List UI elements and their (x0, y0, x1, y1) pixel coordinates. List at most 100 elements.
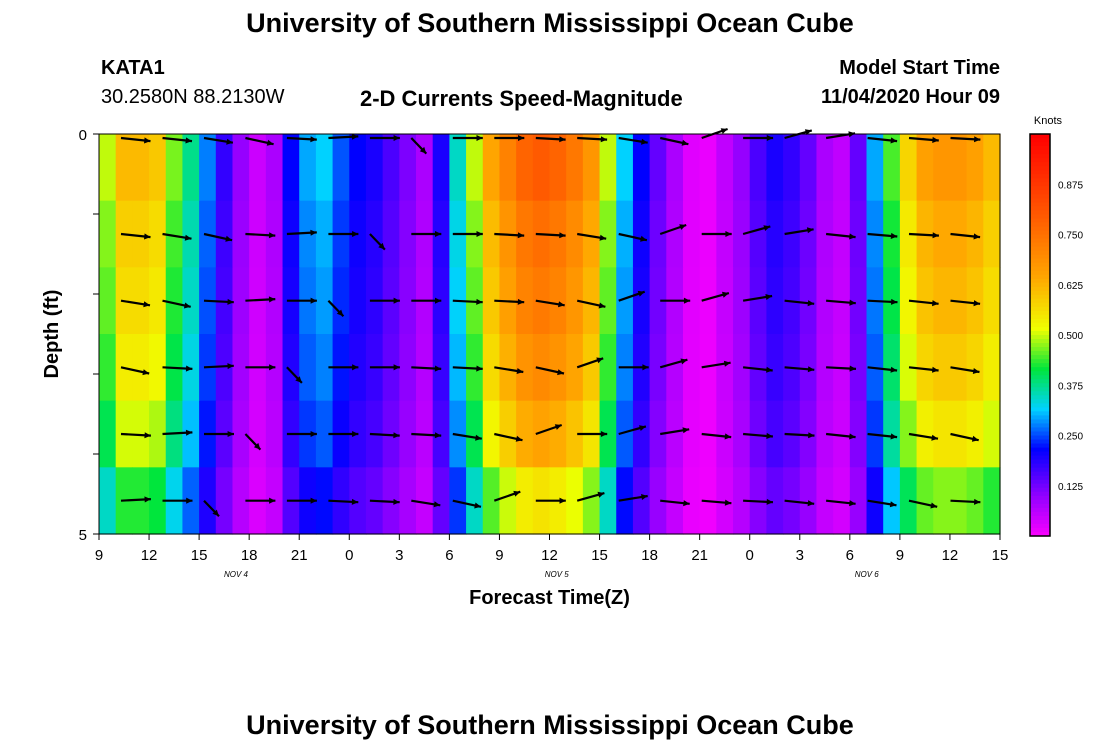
colorbar-segment (1030, 170, 1050, 175)
current-arrow-head (725, 231, 732, 237)
heatmap-cell (566, 334, 584, 402)
heatmap-cell (182, 267, 200, 335)
colorbar-segment (1030, 194, 1050, 199)
current-arrow-head (518, 135, 525, 141)
heatmap-cell (165, 134, 184, 202)
x-tick-label: 9 (896, 547, 904, 564)
y-axis-label: Depth (ft) (41, 290, 63, 379)
heatmap-cell (916, 334, 934, 402)
colorbar-segment (1030, 226, 1050, 232)
current-arrow-head (144, 432, 151, 439)
heatmap-cell (783, 134, 801, 202)
current-arrow-head (642, 364, 649, 371)
current-arrow-head (434, 365, 442, 372)
heatmap-cell (165, 267, 184, 335)
current-arrow-head (596, 357, 604, 364)
heatmap-cell (215, 334, 234, 402)
colorbar-segment (1030, 431, 1050, 437)
colorbar-segment (1030, 411, 1050, 416)
colorbar-segment (1030, 375, 1050, 380)
colorbar-segment (1030, 238, 1050, 244)
colorbar-segment (1030, 274, 1050, 280)
heatmap-cell (682, 200, 701, 268)
heatmap-cell (232, 334, 250, 402)
heatmap-cell (649, 400, 667, 468)
heatmap-cell (132, 200, 150, 268)
date-label: NOV 5 (545, 570, 570, 579)
heatmap-cell (716, 134, 734, 202)
colorbar-segment (1030, 294, 1050, 300)
colorbar-tick-label: 0.125 (1058, 482, 1083, 493)
colorbar-segment (1030, 459, 1050, 465)
colorbar-segment (1030, 507, 1050, 513)
current-arrow-head (227, 298, 234, 305)
heatmap-cell (232, 200, 250, 268)
current-arrow-head (435, 231, 442, 237)
heatmap-cell (399, 400, 417, 468)
x-tick-label: 12 (942, 547, 959, 564)
colorbar-segment (1030, 495, 1050, 501)
heatmap-cell (532, 134, 551, 202)
heatmap-cell (816, 334, 834, 402)
colorbar-segment (1030, 519, 1050, 525)
heatmap-cell (883, 467, 901, 535)
heatmap-cell (315, 400, 334, 468)
current-arrow-head (393, 297, 400, 304)
heatmap-cell (749, 334, 768, 402)
colorbar-segment (1030, 174, 1050, 179)
heatmap-cell (482, 267, 501, 335)
heatmap-cell (849, 200, 868, 268)
current-arrow-head (680, 358, 688, 365)
colorbar-segment (1030, 367, 1050, 372)
heatmap-cell (482, 400, 501, 468)
current-arrow-head (849, 233, 856, 240)
current-arrow-head (932, 136, 939, 143)
heatmap-cell (432, 134, 450, 202)
colorbar-segment (1030, 310, 1050, 316)
x-tick-label: 3 (395, 547, 403, 564)
colorbar-segment (1030, 355, 1050, 360)
heatmap-cell (599, 467, 617, 535)
heatmap-cell (432, 200, 450, 268)
heatmap-cell (682, 400, 701, 468)
heatmap-cell (916, 467, 934, 535)
heatmap-cell (833, 200, 851, 268)
current-arrow-head (517, 232, 525, 239)
colorbar-segment (1030, 198, 1050, 203)
current-arrow-head (722, 291, 729, 298)
heatmap-cell (749, 200, 768, 268)
current-arrow-head (807, 300, 815, 307)
current-arrow-head (434, 432, 442, 439)
heatmap-cell (549, 134, 567, 202)
colorbar-segment (1030, 214, 1050, 220)
heatmap-cell (482, 334, 501, 402)
heatmap-cell (99, 134, 117, 202)
colorbar-segment (1030, 254, 1050, 260)
heatmap-cell (899, 134, 918, 202)
heatmap-cell (99, 400, 117, 468)
colorbar-segment (1030, 351, 1050, 356)
heatmap-cell (682, 467, 701, 535)
heatmap-cell (315, 467, 334, 535)
heatmap-cell (466, 134, 484, 202)
heatmap-cell (499, 467, 517, 535)
colorbar-segment (1030, 403, 1050, 408)
heatmap-cell (582, 467, 601, 535)
heatmap-cell (983, 334, 1001, 402)
current-arrow-head (681, 139, 689, 146)
current-arrow-head (932, 366, 939, 373)
current-arrow-head (804, 129, 812, 135)
x-tick-label: 9 (495, 547, 503, 564)
current-arrow-head (808, 432, 815, 439)
current-arrow-head (474, 502, 481, 509)
heatmap-cell (833, 134, 851, 202)
colorbar-segment (1030, 467, 1050, 473)
colorbar-segment (1030, 447, 1050, 453)
current-arrow-head (351, 498, 359, 505)
date-label: NOV 4 (224, 570, 249, 579)
heatmap-cell (299, 200, 317, 268)
station-id: KATA1 (101, 57, 165, 79)
heatmap-cell (983, 267, 1001, 335)
colorbar-tick-label: 0.625 (1058, 281, 1083, 292)
colorbar-segment (1030, 146, 1050, 151)
